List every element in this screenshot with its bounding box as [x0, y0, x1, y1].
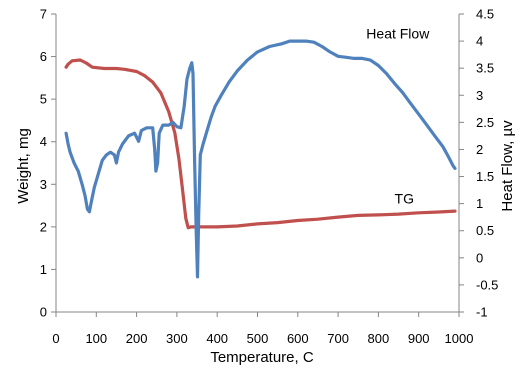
x-tick-label: 0 [52, 331, 59, 346]
y-left-tick-label: 5 [40, 92, 47, 107]
x-tick-label: 400 [206, 331, 228, 346]
y-left-tick-label: 2 [40, 219, 47, 234]
series-label-tg: TG [395, 190, 414, 206]
series-line-tg [64, 58, 457, 230]
y-left-tick-label: 1 [40, 262, 47, 277]
y-right-tick-label: 4 [476, 34, 483, 49]
tick-labels: 0 100 200 300 400 500 600 700 800 900 1000 0 1 2 3 4 5 6 7… [40, 7, 499, 347]
y-right-axis-title: Heat Flow, µv [499, 120, 516, 212]
x-tick-label: 700 [327, 331, 349, 346]
y-right-tick-label: -0.5 [476, 277, 498, 292]
y-right-tick-label: 1 [476, 196, 483, 211]
y-right-tick-label: 0 [476, 250, 483, 265]
x-tick-label: 100 [85, 331, 107, 346]
y-left-tick-label: 0 [40, 305, 47, 320]
x-tick-label: 500 [247, 331, 269, 346]
series-labels: Heat Flow TG [366, 25, 430, 206]
y-right-tick-label: 1.5 [476, 169, 494, 184]
y-right-tick-label: -1 [476, 305, 488, 320]
y-left-tick-label: 7 [40, 7, 47, 22]
x-tick-label: 800 [368, 331, 390, 346]
x-tick-label: 900 [408, 331, 430, 346]
y-left-tick-label: 3 [40, 177, 47, 192]
y-right-tick-label: 0.5 [476, 223, 494, 238]
series-group [64, 39, 457, 279]
y-left-axis-title: Weight, mg [15, 128, 32, 204]
axes [51, 13, 464, 317]
y-left-tick-label: 6 [40, 49, 47, 64]
x-tick-label: 200 [126, 331, 148, 346]
y-right-tick-label: 2 [476, 142, 483, 157]
y-right-tick-label: 2.5 [476, 115, 494, 130]
x-tick-label: 300 [166, 331, 188, 346]
series-line-heat-flow [64, 39, 457, 279]
series-label-heat-flow: Heat Flow [366, 25, 430, 41]
y-right-tick-label: 4.5 [476, 7, 494, 22]
y-right-tick-label: 3.5 [476, 61, 494, 76]
y-right-tick-label: 3 [476, 88, 483, 103]
x-axis-title: Temperature, C [210, 349, 314, 366]
x-tick-label: 600 [287, 331, 309, 346]
x-tick-label: 1000 [445, 331, 474, 346]
y-left-tick-label: 4 [40, 134, 47, 149]
